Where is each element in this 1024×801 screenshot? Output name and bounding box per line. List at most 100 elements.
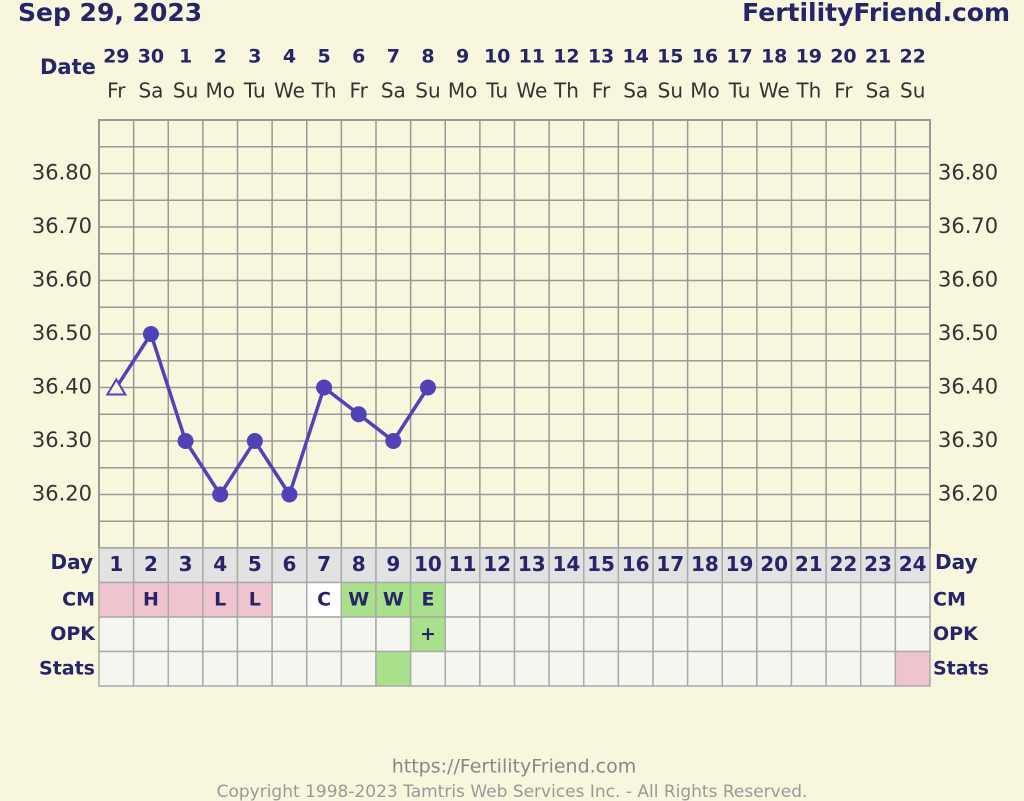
- cell: [894, 581, 931, 618]
- day-cell: [617, 547, 654, 584]
- cell: [98, 616, 135, 653]
- cell: [98, 581, 135, 618]
- y-tick-label-right: 36.80: [938, 161, 998, 185]
- cell-text: H: [143, 588, 159, 610]
- day-number: 13: [518, 552, 546, 576]
- day-number: 6: [282, 552, 296, 576]
- y-tick-label: 36.20: [32, 482, 92, 506]
- day-number: 22: [830, 552, 858, 576]
- date-label: 10: [484, 46, 510, 68]
- cell: [513, 616, 550, 653]
- day-number: 3: [179, 552, 193, 576]
- cell: [375, 616, 412, 653]
- date-label: 30: [138, 46, 164, 68]
- day-number: 14: [553, 552, 581, 576]
- day-number: 15: [587, 552, 615, 576]
- cell: [583, 650, 620, 687]
- date-label: 12: [553, 46, 579, 68]
- cell: [202, 650, 239, 687]
- weekday-label: Su: [900, 79, 925, 103]
- temperature-marker: [385, 433, 402, 449]
- row-label-right: Stats: [933, 657, 989, 679]
- weekday-label: Th: [311, 79, 337, 103]
- date-label: 8: [421, 46, 434, 68]
- cell: [375, 650, 412, 687]
- date-label: 9: [456, 46, 469, 68]
- cell: [479, 650, 516, 687]
- cell: [617, 650, 654, 687]
- y-tick-label-right: 36.50: [938, 321, 998, 345]
- date-label: 5: [317, 46, 330, 68]
- cell: [548, 616, 585, 653]
- cell: [825, 650, 862, 687]
- weekday-label: Tu: [485, 79, 508, 103]
- cell: [686, 650, 723, 687]
- weekday-label: Su: [658, 79, 683, 103]
- day-number: 23: [864, 552, 892, 576]
- cell: [340, 650, 377, 687]
- date-label: Date: [40, 55, 96, 79]
- y-tick-label: 36.40: [32, 375, 92, 399]
- weekday-label: Sa: [623, 79, 648, 103]
- cell: [167, 650, 204, 687]
- cell: [894, 616, 931, 653]
- weekday-label: Th: [553, 79, 579, 103]
- weekday-label: Sa: [381, 79, 406, 103]
- date-label: 16: [692, 46, 718, 68]
- date-label: 2: [214, 46, 227, 68]
- temperature-marker: [419, 379, 436, 396]
- cell: [306, 581, 343, 618]
- day-cell: [790, 547, 827, 584]
- cell: [236, 616, 273, 653]
- cell: [444, 581, 481, 618]
- day-number: 20: [760, 552, 788, 576]
- weekday-label: Mo: [205, 79, 235, 103]
- date-label: 14: [622, 46, 648, 68]
- day-number: 11: [449, 552, 477, 576]
- cell: [513, 581, 550, 618]
- y-tick-label-right: 36.60: [938, 268, 998, 292]
- cell: [132, 581, 169, 618]
- cell: [583, 581, 620, 618]
- weekday-label: Mo: [690, 79, 720, 103]
- day-cell: [756, 547, 793, 584]
- cell: [652, 616, 689, 653]
- weekday-label: Fr: [592, 79, 611, 103]
- cell: [686, 581, 723, 618]
- cell: [340, 616, 377, 653]
- temperature-marker: [316, 379, 333, 396]
- cell: [652, 650, 689, 687]
- cell: [617, 581, 654, 618]
- day-number: 18: [691, 552, 719, 576]
- weekday-label: Fr: [350, 79, 369, 103]
- cell: [271, 581, 308, 618]
- y-tick-label: 36.60: [32, 268, 92, 292]
- cell: [236, 650, 273, 687]
- weekday-label: Tu: [728, 79, 751, 103]
- day-cell: [894, 547, 931, 584]
- cell: [756, 650, 793, 687]
- temperature-line: [114, 332, 430, 497]
- chart-title: Sep 29, 2023: [18, 0, 202, 27]
- weekday-label: Tu: [243, 79, 266, 103]
- temperature-marker: [177, 433, 194, 449]
- temperature-marker: [142, 326, 159, 342]
- day-number: 17: [656, 552, 684, 576]
- y-tick-label: 36.70: [32, 214, 92, 238]
- cell: [860, 581, 897, 618]
- date-label: 22: [899, 46, 925, 68]
- y-tick-label: 36.30: [32, 428, 92, 452]
- cell: [444, 650, 481, 687]
- day-number: 10: [414, 552, 442, 576]
- cell: [513, 650, 550, 687]
- cell: [479, 616, 516, 653]
- cell: [548, 650, 585, 687]
- footer-url: https://FertilityFriend.com: [392, 756, 637, 778]
- weekday-label: Sa: [866, 79, 891, 103]
- cell: [98, 650, 135, 687]
- cell: [652, 581, 689, 618]
- cell: [756, 616, 793, 653]
- cell: [271, 650, 308, 687]
- cell: [167, 581, 204, 618]
